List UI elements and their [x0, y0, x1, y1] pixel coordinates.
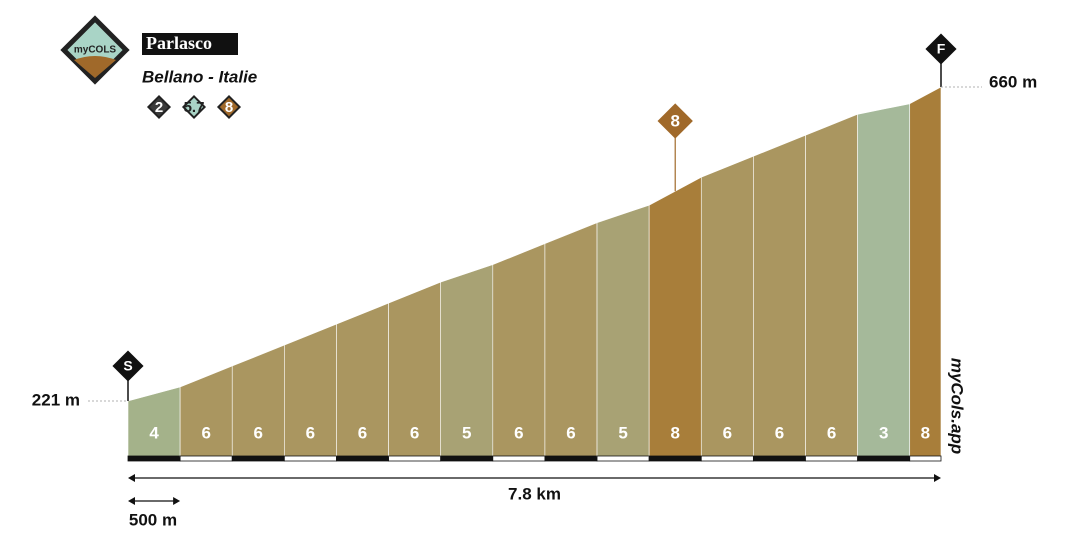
segment-label: 6 — [827, 423, 836, 442]
segment-label: 6 — [775, 423, 784, 442]
distance-stripe — [283, 455, 337, 462]
segment-label: 6 — [410, 423, 419, 442]
logo-text: myCOLS — [74, 45, 117, 56]
badge — [149, 97, 169, 117]
segment-label: 5 — [618, 423, 627, 442]
distance-stripe — [596, 455, 650, 462]
segment — [753, 134, 806, 458]
distance-stripe — [857, 455, 911, 462]
chart-title: Parlasco — [146, 33, 212, 53]
segment-label: 6 — [358, 423, 367, 442]
segment-label: 6 — [514, 423, 523, 442]
badge-label: 8 — [225, 99, 233, 116]
distance-stripe — [805, 455, 859, 462]
segment-label: 6 — [254, 423, 263, 442]
subtitle: Bellano - Italie — [142, 67, 257, 86]
segment-label: 6 — [201, 423, 210, 442]
start-elevation: 221 m — [32, 390, 80, 409]
distance-stripe — [752, 455, 806, 462]
segment — [857, 103, 911, 458]
logo-hill — [74, 56, 116, 78]
logo-diamond — [60, 15, 130, 85]
scale-label: 500 m — [129, 510, 177, 529]
badge-label: 5.7 — [184, 99, 205, 116]
finish-label: F — [937, 41, 946, 57]
logo: myCOLS — [60, 15, 130, 85]
segment — [648, 176, 702, 458]
brand: myCols.app — [948, 358, 967, 454]
segment — [909, 86, 942, 458]
distance-stripe — [231, 455, 285, 462]
distance-stripe — [179, 455, 233, 462]
distance-stripe — [648, 455, 702, 462]
segment-label: 8 — [670, 423, 679, 442]
finish-elevation: 660 m — [989, 72, 1037, 91]
segment — [700, 155, 754, 458]
start-label: S — [123, 358, 132, 374]
segment-label: 5 — [462, 423, 471, 442]
segment-label: 8 — [921, 423, 930, 442]
segment-label: 6 — [566, 423, 575, 442]
segment — [127, 386, 181, 458]
distance-stripe — [909, 455, 942, 462]
segment — [179, 365, 233, 458]
max-diamond — [657, 103, 693, 139]
distance-stripe — [492, 455, 546, 462]
distance-stripe — [127, 455, 181, 462]
distance-label: 7.8 km — [508, 484, 561, 503]
distance-stripe — [700, 455, 754, 462]
start-diamond — [112, 350, 144, 382]
distance-stripe — [388, 455, 442, 462]
title-bg — [142, 33, 238, 55]
max-label: 8 — [670, 111, 679, 130]
distance-stripe — [336, 455, 389, 462]
segment — [544, 222, 598, 458]
badge-label: 2 — [155, 99, 163, 116]
distance-stripe — [440, 455, 494, 462]
badge — [219, 97, 239, 117]
badge — [184, 97, 204, 117]
distance-stripe — [544, 455, 598, 462]
segment-label: 6 — [723, 423, 732, 442]
segment-label: 4 — [149, 423, 159, 442]
segment — [805, 113, 858, 458]
segment-label: 3 — [879, 423, 888, 442]
segment-label: 6 — [306, 423, 315, 442]
segment — [596, 204, 650, 458]
